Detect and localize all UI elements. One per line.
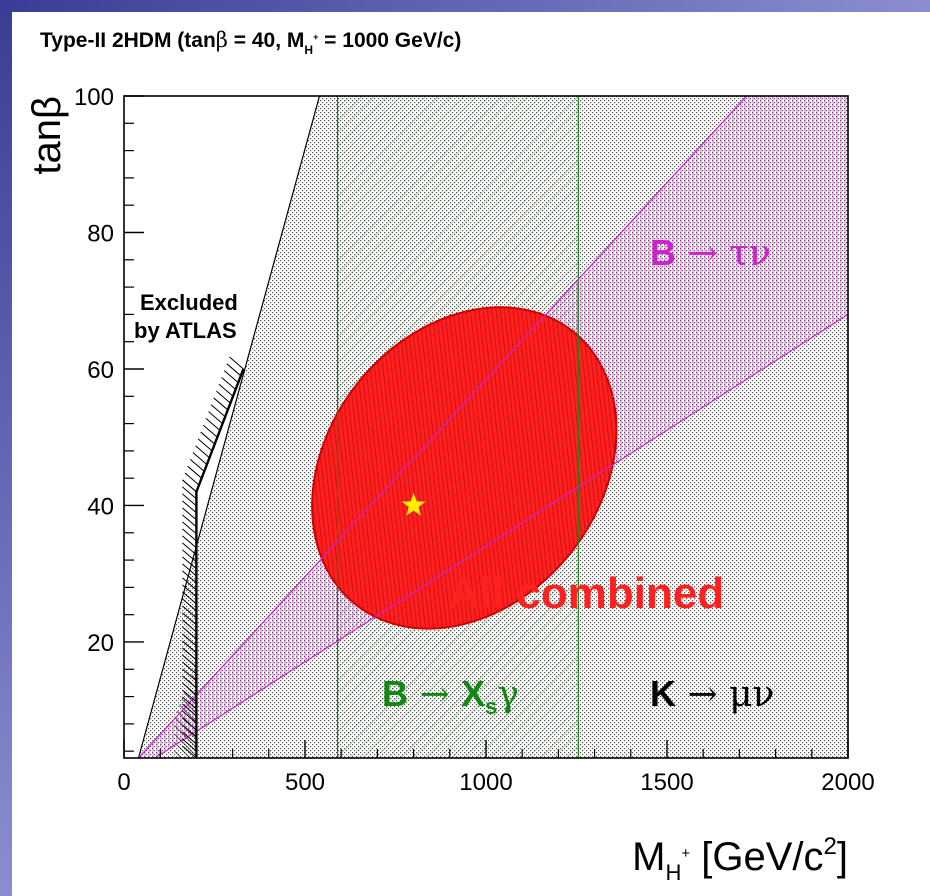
atlas-exclusion-hatching xyxy=(182,356,244,759)
title-beta: β xyxy=(215,28,228,52)
btaunu-label: B → τν xyxy=(650,232,771,274)
title-suffix: = 1000 GeV/c) xyxy=(318,29,462,52)
atlas-hatch-stroke xyxy=(197,438,213,452)
atlas-hatch-stroke xyxy=(218,383,234,397)
atlas-hatch-stroke xyxy=(223,370,239,384)
atlas-hatch-stroke xyxy=(229,356,244,370)
atlas-hatch-stroke xyxy=(182,598,197,612)
atlas-hatch-stroke xyxy=(182,612,197,626)
atlas-hatch-stroke xyxy=(182,542,197,556)
atlas-hatch-stroke xyxy=(189,458,205,472)
atlas-hatch-stroke xyxy=(182,605,197,619)
atlas-hatch-stroke xyxy=(182,619,197,633)
x-tick-label: 0 xyxy=(117,769,130,796)
atlas-hatch-stroke xyxy=(182,703,197,717)
atlas-hatch-stroke xyxy=(182,535,197,549)
atlas-hatch-stroke xyxy=(182,479,197,493)
title-sup: + xyxy=(313,32,319,42)
atlas-hatch-stroke xyxy=(182,738,197,752)
atlas-hatch-stroke xyxy=(182,682,197,696)
atlas-hatch-stroke xyxy=(182,577,197,591)
atlas-hatch-stroke xyxy=(182,633,197,647)
btaunu-upper-boundary xyxy=(138,96,748,758)
x-tick-label: 1000 xyxy=(459,769,512,796)
atlas-hatch-stroke xyxy=(187,465,202,479)
atlas-hatch-stroke xyxy=(182,696,197,710)
atlas-hatch-stroke xyxy=(210,404,226,418)
atlas-hatch-stroke xyxy=(182,668,197,682)
excluded-overlap-hatch xyxy=(174,662,197,758)
atlas-hatch-stroke xyxy=(184,472,200,486)
y-axis-label: tanβ xyxy=(25,96,69,175)
x-tick-label: 500 xyxy=(285,769,325,796)
atlas-hatch-stroke xyxy=(182,556,197,570)
atlas-hatch-stroke xyxy=(182,689,197,703)
atlas-hatch-stroke xyxy=(226,363,242,377)
atlas-hatch-stroke xyxy=(195,445,210,459)
atlas-hatch-stroke xyxy=(182,493,197,507)
atlas-hatch-stroke xyxy=(182,514,197,528)
atlas-hatch-stroke xyxy=(182,647,197,661)
atlas-hatch-stroke xyxy=(182,507,197,521)
atlas-hatch-stroke xyxy=(182,528,197,542)
best-fit-star xyxy=(401,492,426,516)
combined-ellipse xyxy=(311,306,618,630)
atlas-hatch-stroke xyxy=(182,654,197,668)
atlas-hatch-stroke xyxy=(182,486,197,500)
atlas-hatch-stroke xyxy=(182,675,197,689)
y-tick-label: 80 xyxy=(87,220,114,247)
atlas-hatch-stroke xyxy=(216,390,231,404)
y-tick-label: 100 xyxy=(74,84,114,111)
atlas-hatch-stroke xyxy=(182,521,197,535)
atlas-hatch-stroke xyxy=(182,584,197,598)
atlas-hatch-stroke xyxy=(182,731,197,745)
atlas-hatch-stroke xyxy=(182,710,197,724)
title-mid: = 40, M xyxy=(227,29,305,52)
atlas-hatch-stroke xyxy=(202,424,218,438)
x-axis-label: MH+ [GeV/c2] xyxy=(632,833,848,885)
atlas-hatch-stroke xyxy=(182,745,197,759)
atlas-hatch-stroke xyxy=(182,549,197,563)
atlas-hatch-stroke xyxy=(182,724,197,738)
atlas-hatch-stroke xyxy=(182,626,197,640)
plot-regions xyxy=(137,96,848,758)
atlas-hatch-stroke xyxy=(192,452,208,465)
x-tick-label: 2000 xyxy=(821,769,874,796)
excluded-label-line2: by ATLAS xyxy=(134,318,237,343)
kmunu-label: K → μν xyxy=(650,673,774,715)
chart-labels: MH+ [GeV/c2] tanβ B → τν K → μν B → Xsγ All c… xyxy=(25,96,848,885)
y-tick-label: 40 xyxy=(87,493,114,520)
title-prefix: Type-II 2HDM (tan xyxy=(40,29,216,52)
slide-frame-top xyxy=(0,0,930,12)
bxsgamma-label: B → Xsγ xyxy=(382,673,519,719)
atlas-hatch-stroke xyxy=(205,418,221,431)
title-sub: H xyxy=(304,43,314,57)
chart-title: Type-II 2HDM (tanβ = 40, MH+ = 1000 GeV/… xyxy=(40,28,461,57)
kmunu-boundary xyxy=(137,96,321,758)
atlas-hatch-stroke xyxy=(221,377,236,390)
axis-ticks: 0 500 1000 1500 2000 20 40 60 80 100 xyxy=(74,84,875,796)
atlas-hatch-stroke xyxy=(200,431,216,445)
atlas-hatch-stroke xyxy=(182,591,197,605)
slide-frame-left xyxy=(0,0,12,896)
btaunu-lower-boundary xyxy=(154,313,848,758)
atlas-hatch-stroke xyxy=(182,640,197,654)
atlas-hatch-stroke xyxy=(182,661,197,675)
atlas-hatch-stroke xyxy=(208,411,223,424)
combined-label: All combined xyxy=(448,569,724,618)
atlas-hatch-stroke xyxy=(182,500,197,514)
excluded-label-line1: Excluded xyxy=(140,290,238,315)
atlas-hatch-stroke xyxy=(213,397,229,411)
y-tick-label: 60 xyxy=(87,357,114,384)
y-tick-label: 20 xyxy=(87,630,114,657)
x-tick-label: 1500 xyxy=(640,769,693,796)
atlas-hatch-stroke xyxy=(182,570,197,584)
atlas-hatch-stroke xyxy=(182,717,197,731)
atlas-hatch-stroke xyxy=(182,563,197,577)
